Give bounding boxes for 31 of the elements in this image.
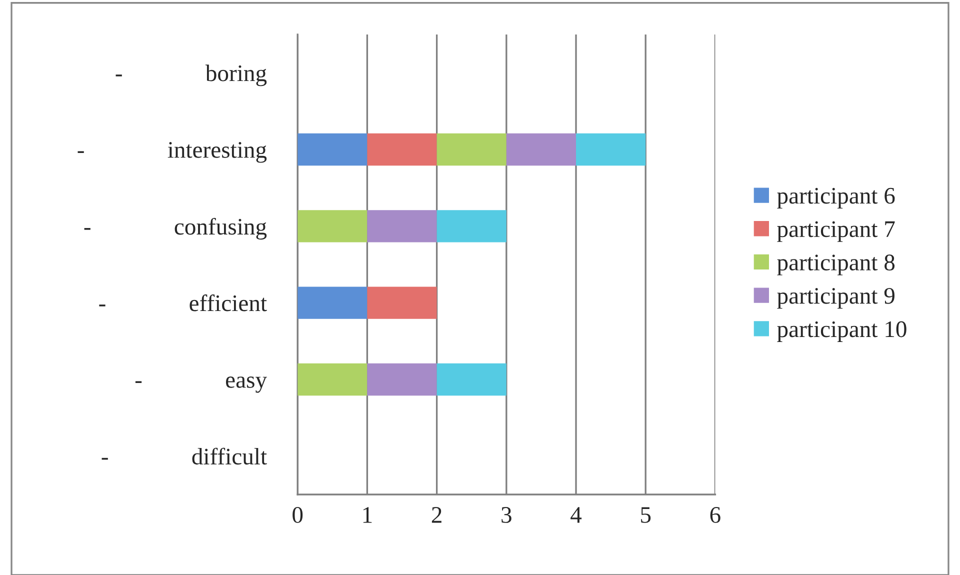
bar	[436, 363, 506, 396]
legend-label: participant 9	[777, 288, 894, 309]
x-tick-label: 4	[570, 507, 582, 523]
x-tick-label: 1	[363, 507, 372, 523]
bar	[298, 210, 368, 242]
x-tick-label: 0	[292, 506, 303, 523]
legend-label: participant 8	[777, 254, 895, 276]
x-tick-label: 2	[432, 507, 442, 523]
legend-label: participant 7	[777, 221, 895, 242]
bar	[367, 286, 437, 319]
y-tick-label: - efficient	[99, 294, 267, 312]
bar	[436, 210, 506, 242]
x-tick-label: 5	[641, 507, 651, 523]
x-tick-label: 3	[502, 507, 512, 523]
bar	[367, 363, 437, 396]
legend-label: participant 6	[777, 188, 895, 209]
y-tick-label: - confusing	[84, 218, 267, 240]
y-tick-label: - boring	[116, 64, 267, 86]
bar	[367, 133, 437, 166]
y-tick-label: - difficult	[102, 448, 267, 465]
y-tick-label: - easy	[135, 376, 267, 393]
bar	[506, 133, 576, 166]
bar	[298, 133, 368, 166]
bar	[576, 133, 646, 166]
bar	[298, 286, 368, 319]
x-tick-label: 6	[710, 507, 720, 523]
bar	[298, 363, 368, 396]
y-tick-label: - interesting	[78, 142, 267, 163]
bar	[367, 210, 437, 242]
bar	[436, 133, 506, 166]
legend-label: participant 10	[777, 321, 906, 342]
